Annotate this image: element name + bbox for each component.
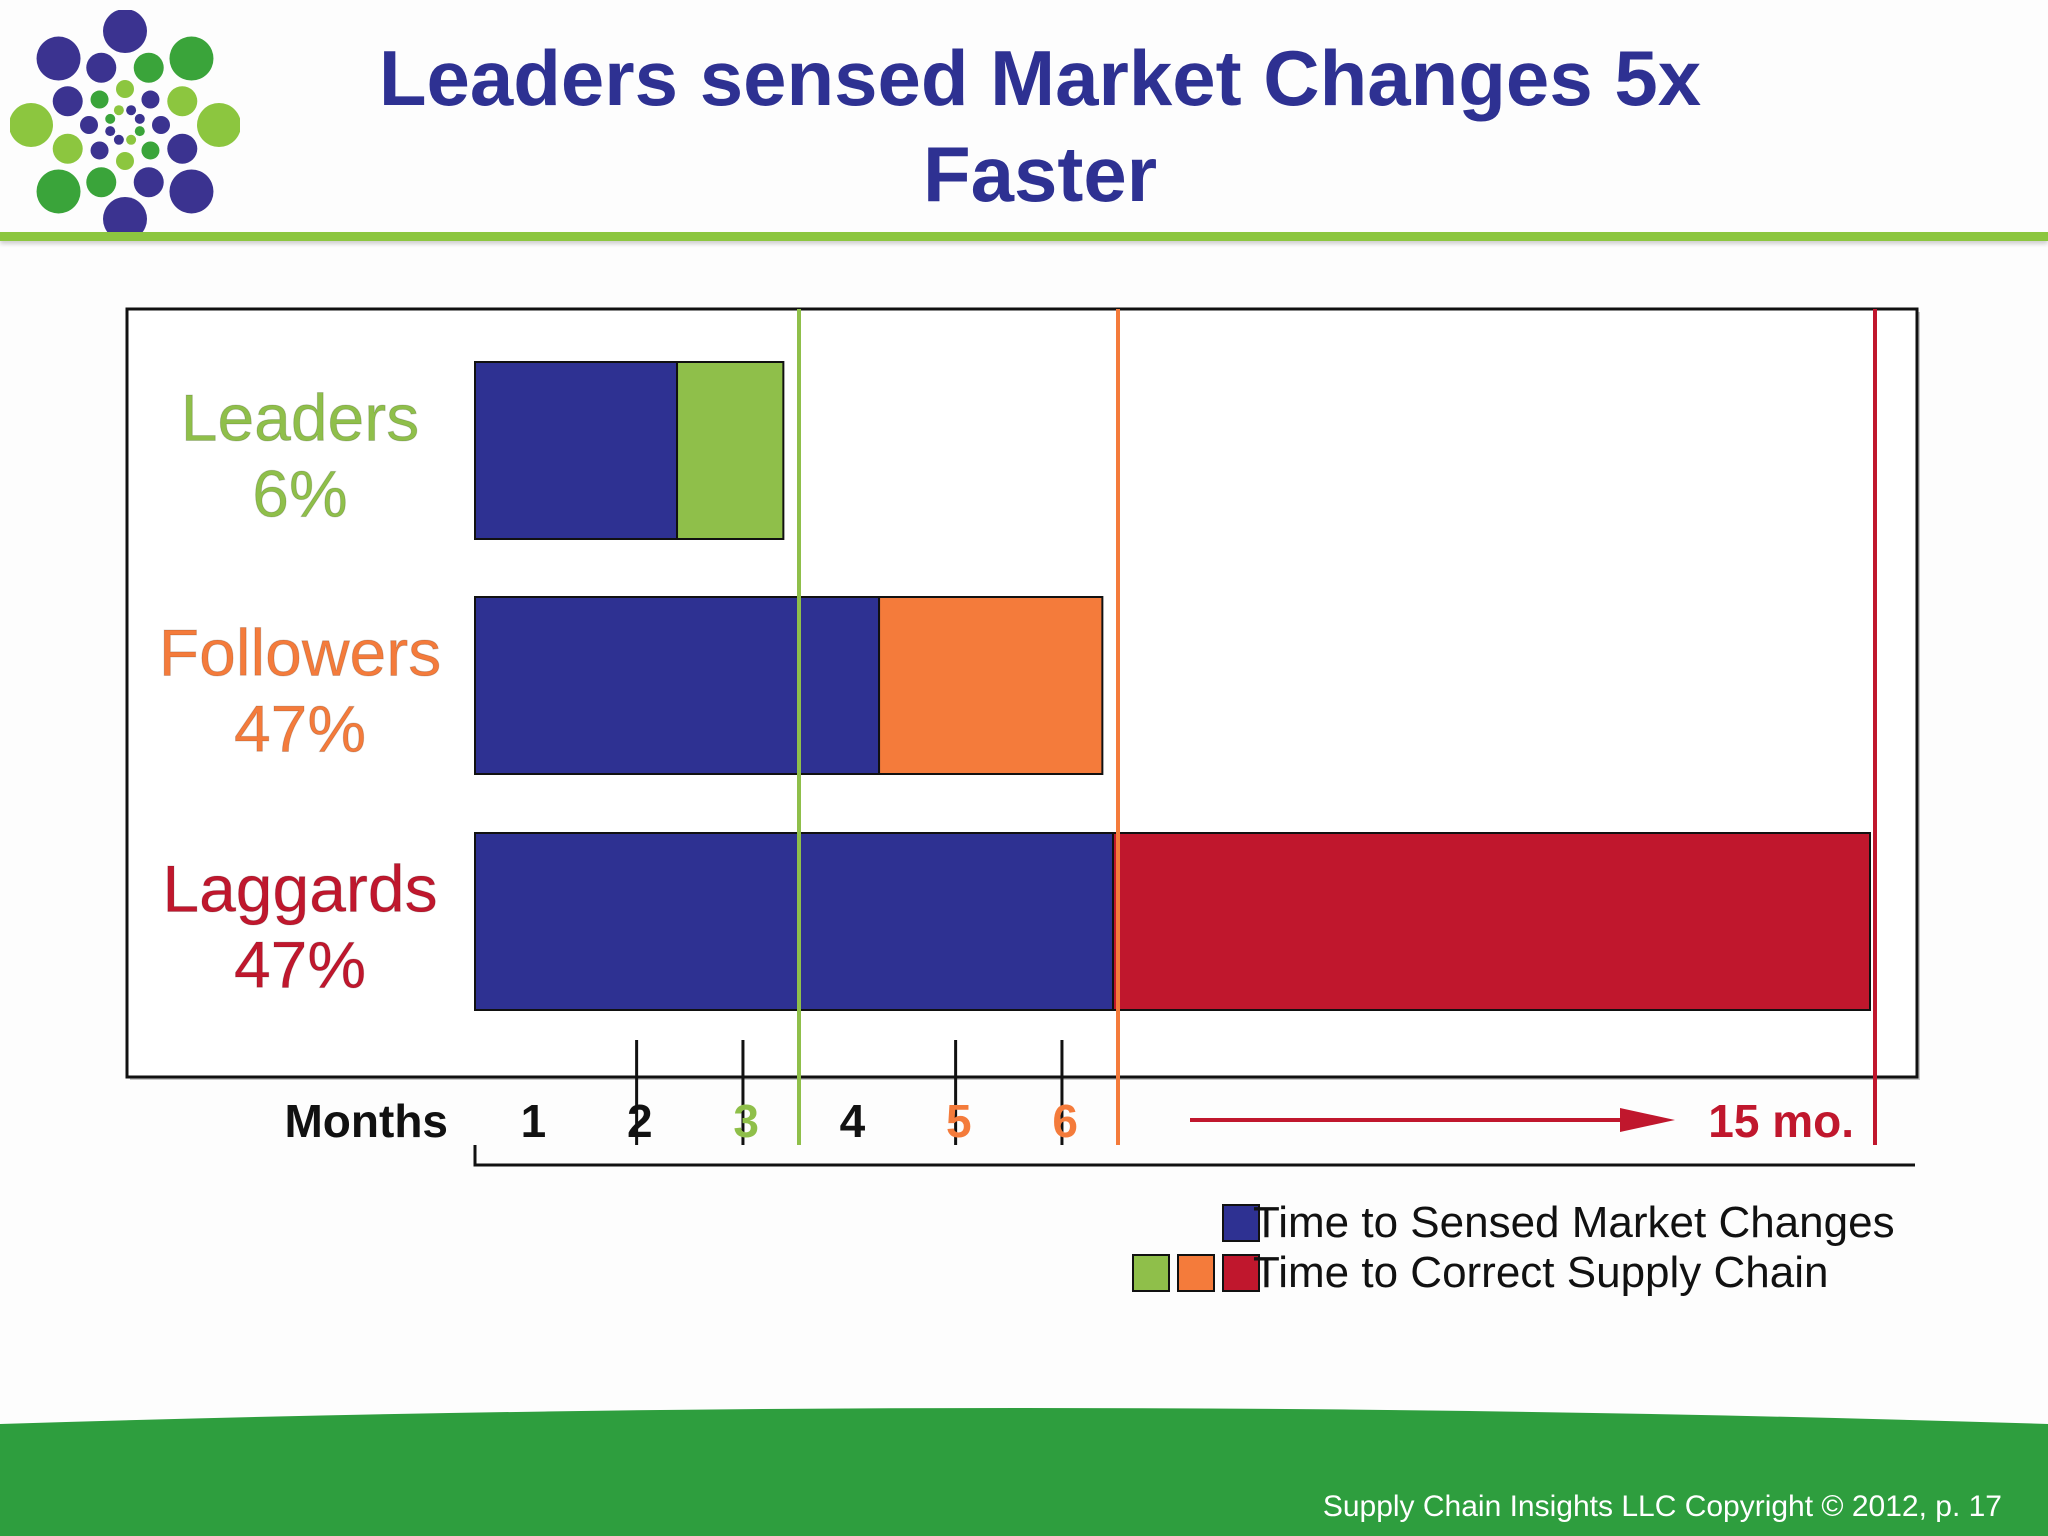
logo-dot [105,113,116,124]
x-axis-label: Months [284,1095,448,1147]
footer-band [0,1408,2048,1536]
bar-correct-laggards [1112,832,1871,1011]
logo-dot [113,134,124,145]
company-logo [10,10,240,240]
logo-dot [52,133,83,164]
x-tick-label: 15 mo. [1708,1095,1854,1147]
logo-dot [169,169,214,214]
category-label-leaders: Leaders [181,381,420,455]
logo-dot [133,167,164,198]
logo-dot [36,169,81,214]
x-tick-label: 6 [1052,1095,1078,1147]
logo-dot [133,52,164,83]
legend-swatch [1132,1254,1170,1292]
legend-swatch [1222,1254,1260,1292]
logo-dot [103,10,147,53]
logo-dot [116,80,134,98]
bar-sense-leaders [474,361,679,540]
logo-dot [152,116,170,134]
copyright-footer: Supply Chain Insights LLC Copyright © 20… [1322,1490,2002,1523]
logo-dot [169,36,214,81]
legend-label: Time to Sensed Market Changes [1253,1198,1895,1247]
bar-correct-followers [878,596,1104,775]
bar-sense-followers [474,596,881,775]
legend-swatch [1222,1204,1260,1242]
bar-correct-leaders [676,361,785,540]
title-underline [0,232,2048,241]
logo-dot [52,86,83,117]
logo-dot [141,141,160,160]
bar-sense-laggards [474,832,1114,1011]
x-tick-label: 2 [627,1095,653,1147]
logo-dot [134,126,145,137]
category-label-laggards: Laggards [162,852,437,926]
logo-dot [167,133,198,164]
logo-dot [126,134,137,145]
logo-dot [105,126,116,137]
logo-dot [90,141,109,160]
logo-dot [197,103,240,147]
category-share-followers: 47% [234,692,366,766]
x-axis-line [473,1145,1915,1167]
x-tick-label: 5 [946,1095,972,1147]
logo-dot [134,113,145,124]
legend-label: Time to Correct Supply Chain [1253,1248,1828,1297]
legend-swatch [1177,1254,1215,1292]
logo-dot [90,90,109,109]
slide-title: Leaders sensed Market Changes 5x Faster [378,34,1702,218]
x-tick-label: 1 [521,1095,547,1147]
logo-dot [103,197,147,240]
arrow-head [1620,1108,1675,1132]
logo-dot [141,90,160,109]
logo-dot [80,116,98,134]
logo-dot [126,105,137,116]
logo-dot [10,103,53,147]
logo-dot [116,152,134,170]
category-label-followers: Followers [159,616,441,690]
category-share-laggards: 47% [234,928,366,1002]
x-tick-label: 3 [733,1095,759,1147]
logo-dot [86,52,117,83]
logo-dot [113,105,124,116]
x-tick-label: 4 [840,1095,866,1147]
category-share-leaders: 6% [252,457,347,531]
logo-dot [36,36,81,81]
logo-dot [86,167,117,198]
logo-dot [167,86,198,117]
